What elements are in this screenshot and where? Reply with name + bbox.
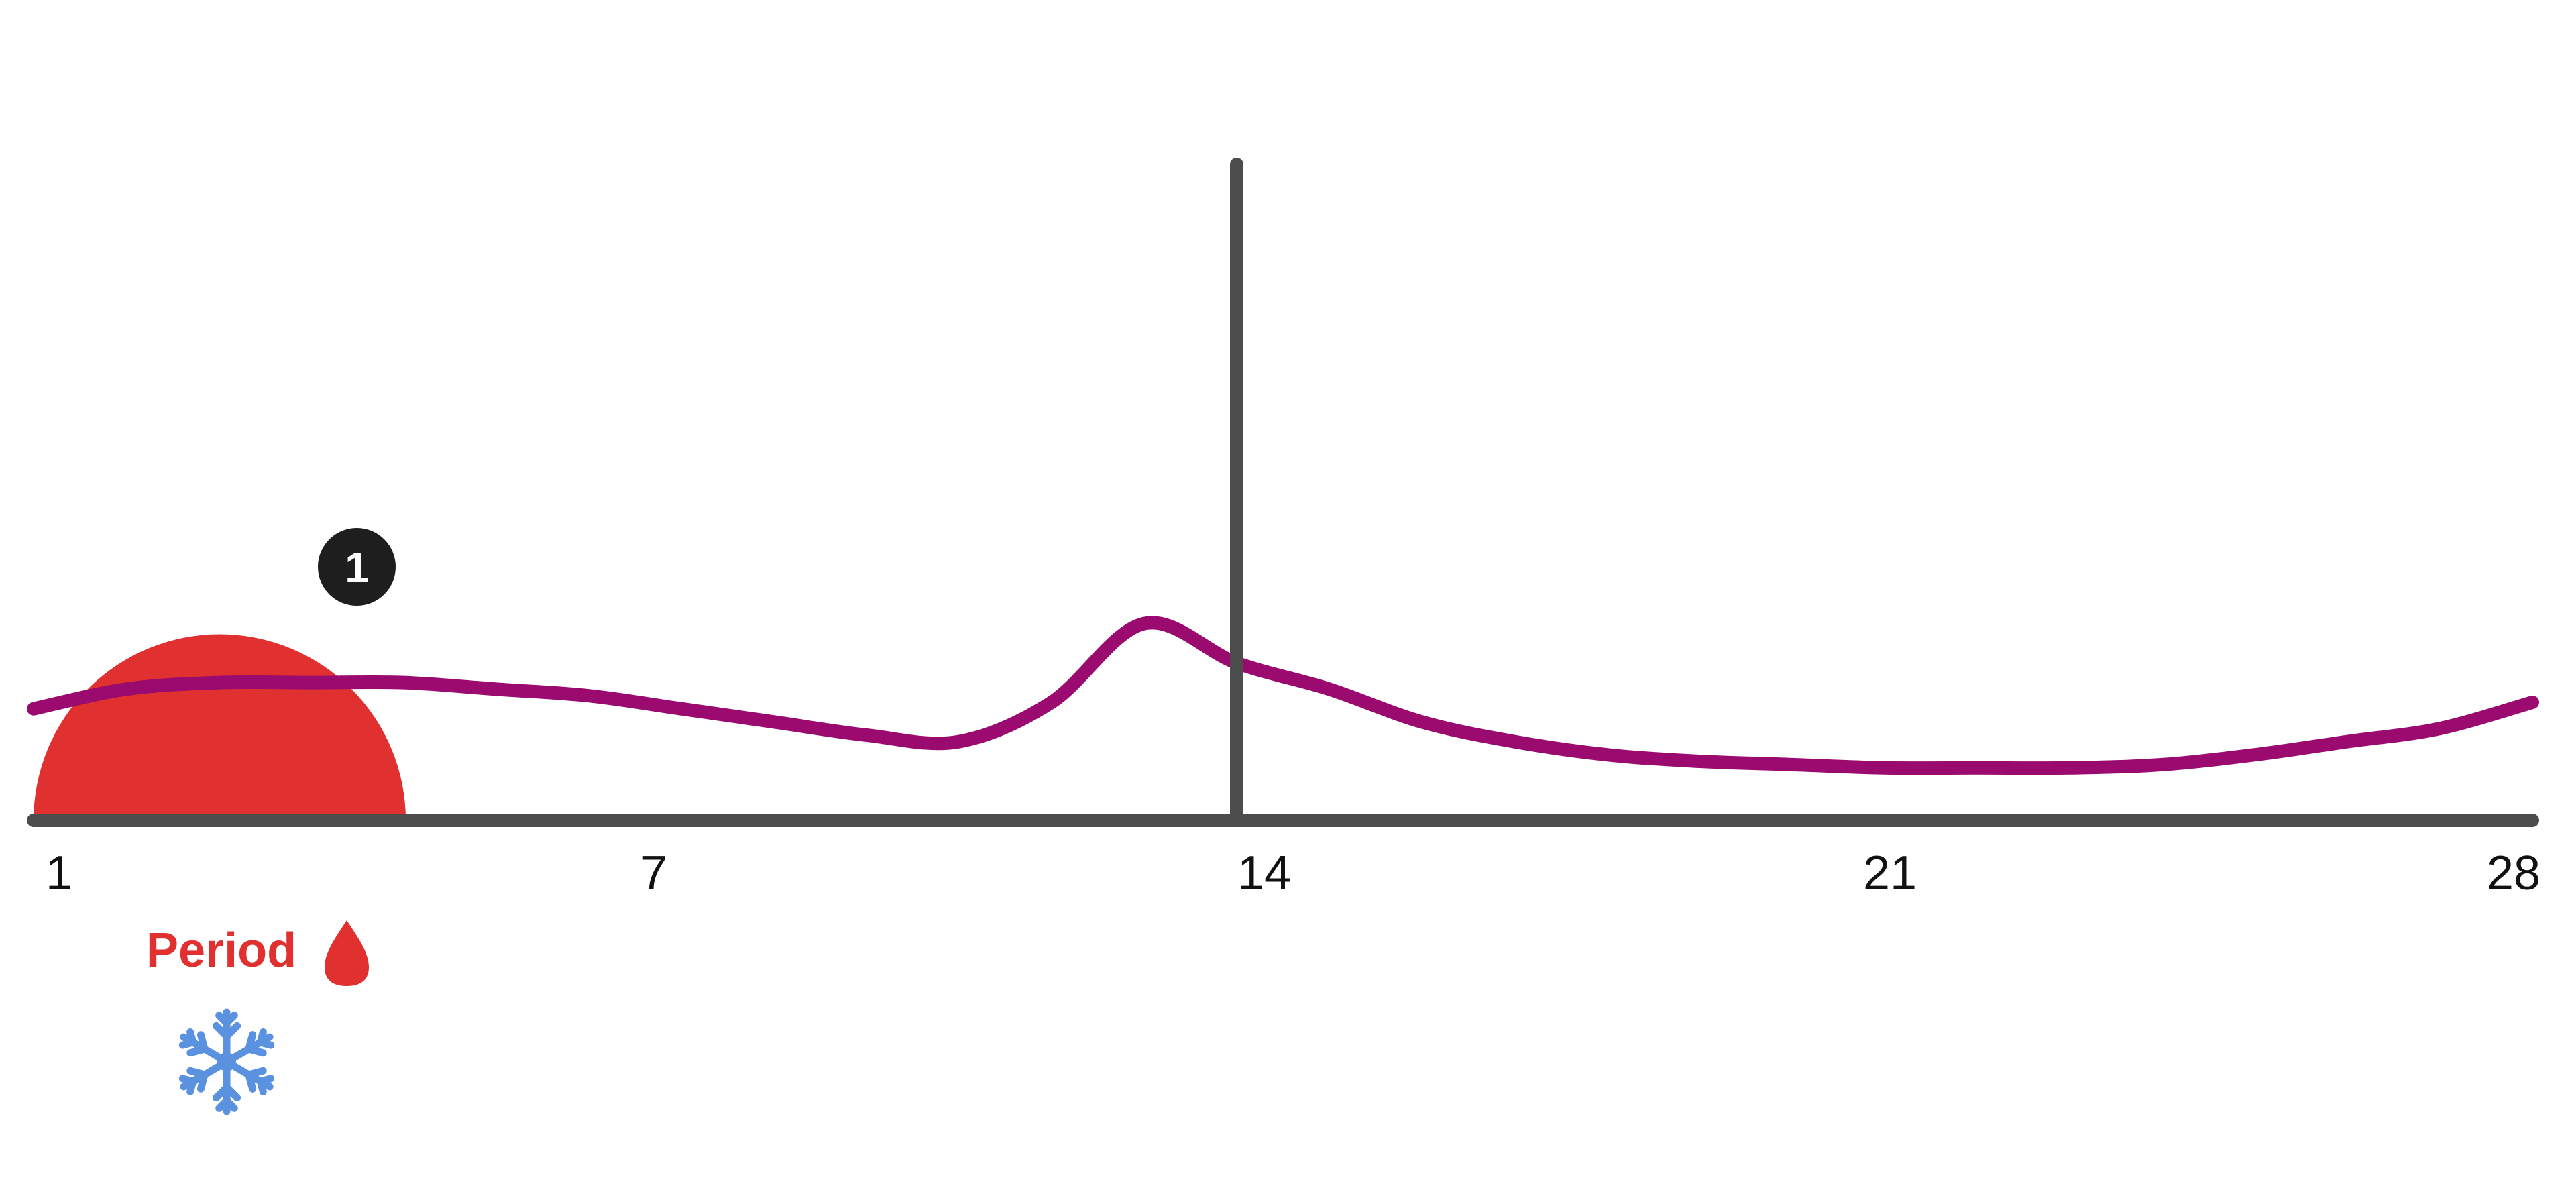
step-badge-number: 1 xyxy=(345,543,369,592)
period-phase-area xyxy=(34,634,406,820)
snowflake-hub xyxy=(217,1052,236,1071)
tick-label: 21 xyxy=(1863,847,1917,900)
snowflake-arm xyxy=(223,1083,241,1102)
tick-label: 7 xyxy=(640,847,667,900)
snowflake-arm xyxy=(256,1028,267,1046)
step-badge-circle xyxy=(318,528,396,606)
blood-drop-icon xyxy=(325,920,369,986)
snowflake-arm xyxy=(212,1022,231,1040)
snowflake-arm xyxy=(186,1077,197,1095)
snowflake-arm xyxy=(245,1067,267,1079)
snowflake-arm xyxy=(245,1031,257,1053)
x-axis-tick-labels: 1 7 14 21 28 xyxy=(46,847,2540,900)
snowflake-arm xyxy=(178,1038,197,1049)
snowflake-icon xyxy=(178,1008,275,1115)
hormone-curve xyxy=(27,616,2539,775)
tick-label: 28 xyxy=(2487,847,2540,900)
tick-label: 1 xyxy=(46,847,72,900)
snowflake-arm xyxy=(223,1097,238,1112)
snowflake-arm xyxy=(197,1071,209,1093)
step-badge: 1 xyxy=(318,528,396,606)
tick-label: 14 xyxy=(1237,847,1291,900)
snowflake-arm xyxy=(215,1012,231,1027)
snowflake-arm xyxy=(186,1045,209,1057)
snowflake-arm xyxy=(256,1075,275,1085)
period-label: Period xyxy=(146,924,296,977)
